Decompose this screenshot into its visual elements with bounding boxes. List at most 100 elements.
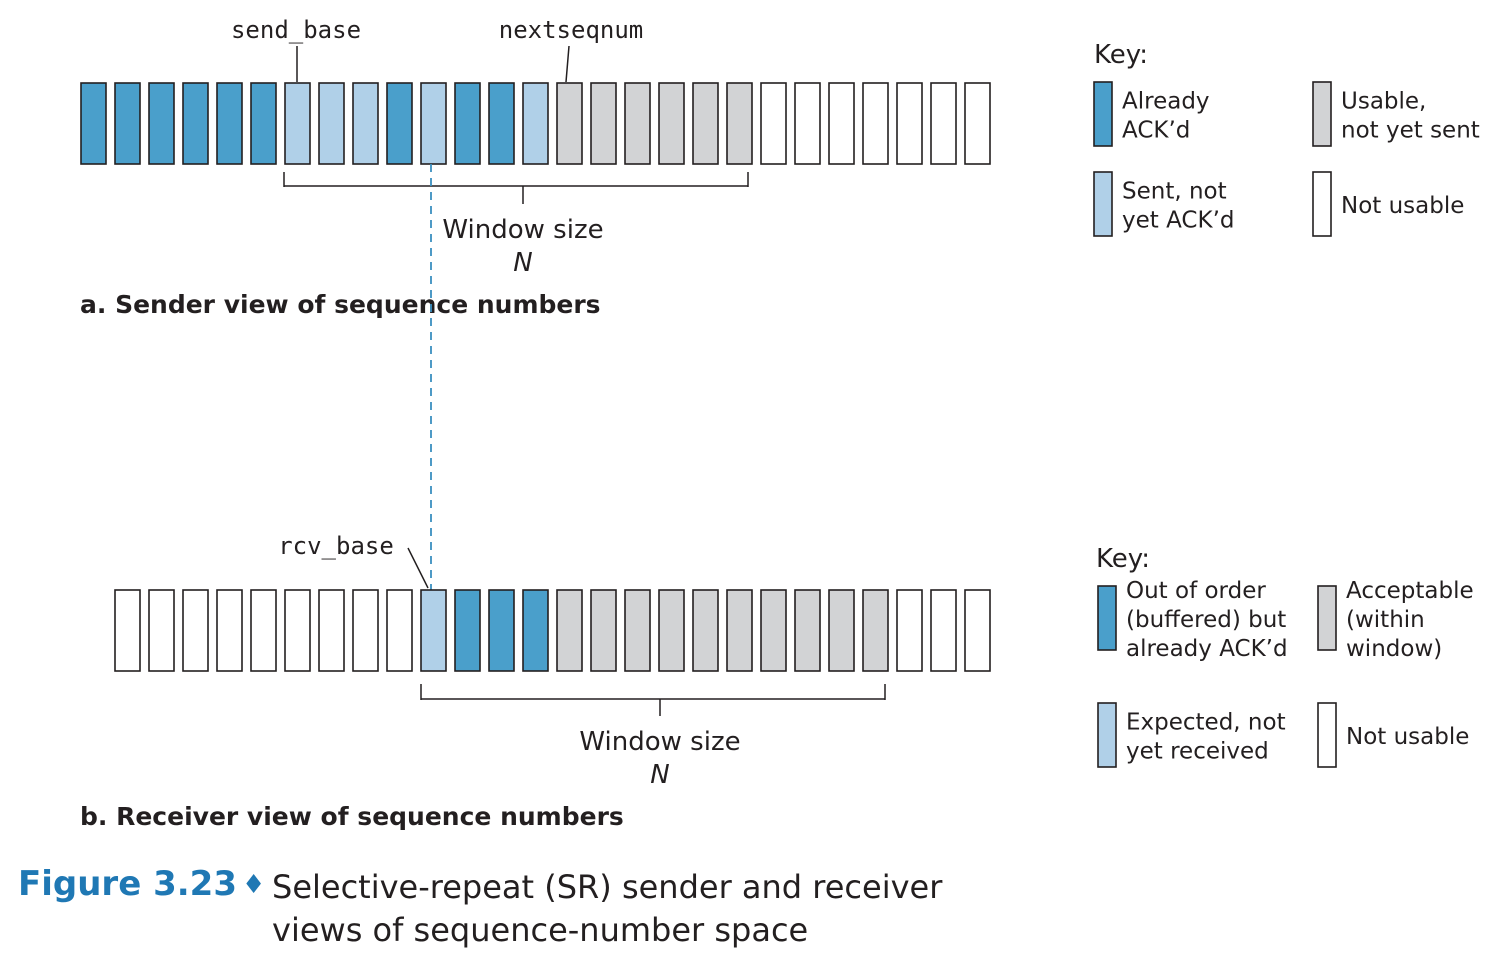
receiver-cell-empty	[930, 589, 957, 672]
receiver-key-label: Not usable	[1346, 724, 1469, 750]
receiver-cell-empty	[148, 589, 175, 672]
receiver-window-label: Window size	[579, 727, 740, 757]
sender-cell-usable	[692, 82, 719, 165]
receiver-sequence-cells	[114, 589, 991, 672]
sender-cell-acked	[386, 82, 413, 165]
sender-key-swatch-empty	[1312, 171, 1332, 237]
receiver-window-var: N	[650, 760, 669, 790]
sender-cell-acked	[488, 82, 515, 165]
sender-key-swatch-acked	[1093, 81, 1113, 147]
sender-cell-acked	[454, 82, 481, 165]
sender-key-swatch-sent	[1093, 171, 1113, 237]
nextseqnum-pointer	[565, 45, 570, 83]
sender-sequence-cells	[80, 82, 991, 165]
receiver-view: rcv_base Window size N b. Receiver view …	[80, 532, 991, 831]
receiver-cell-empty	[182, 589, 209, 672]
receiver-cell-acceptable	[726, 589, 753, 672]
sender-window-var: N	[513, 248, 532, 278]
sender-cell-usable	[624, 82, 651, 165]
receiver-cell-ooo	[454, 589, 481, 672]
receiver-cell-ooo	[488, 589, 515, 672]
sender-cell-sent	[522, 82, 549, 165]
receiver-key-swatch-ooo	[1097, 585, 1117, 651]
receiver-cell-empty	[352, 589, 379, 672]
sender-cell-sent	[284, 82, 311, 165]
figure-caption-text: Selective-repeat (SR) sender and receive…	[272, 868, 943, 949]
receiver-cell-acceptable	[692, 589, 719, 672]
sender-cell-acked	[216, 82, 243, 165]
receiver-key-label: already ACK’d	[1126, 636, 1288, 662]
sender-key: Key: Already ACK’d Usable, not yet sent Sent…	[1093, 40, 1480, 237]
sender-caption: a. Sender view of sequence numbers	[80, 290, 601, 319]
send-base-label: send_base	[231, 16, 361, 44]
receiver-cell-acceptable	[590, 589, 617, 672]
sender-key-title: Key:	[1094, 40, 1148, 70]
sender-cell-sent	[318, 82, 345, 165]
receiver-key-swatch-acceptable	[1317, 585, 1337, 651]
sender-key-items: Already ACK’d Usable, not yet sent Sent, not…	[1093, 81, 1480, 237]
sender-window-label: Window size	[442, 215, 603, 245]
sender-cell-empty	[828, 82, 855, 165]
sender-cell-sent	[352, 82, 379, 165]
sender-key-label: yet ACK’d	[1122, 208, 1234, 234]
receiver-cell-acceptable	[862, 589, 889, 672]
receiver-key-label: window)	[1346, 636, 1442, 662]
receiver-cell-empty	[964, 589, 991, 672]
sender-view: send_base nextseqnum Window size N a. Se…	[80, 16, 991, 319]
receiver-caption: b. Receiver view of sequence numbers	[80, 802, 624, 831]
sender-cell-usable	[556, 82, 583, 165]
rcv-base-label: rcv_base	[278, 532, 394, 560]
receiver-cell-empty	[896, 589, 923, 672]
receiver-cell-empty	[284, 589, 311, 672]
receiver-cell-empty	[114, 589, 141, 672]
sender-cell-usable	[658, 82, 685, 165]
nextseqnum-label: nextseqnum	[499, 16, 644, 44]
receiver-key-swatch-expected	[1097, 702, 1117, 768]
receiver-cell-empty	[250, 589, 277, 672]
sender-key-swatch-usable	[1312, 81, 1332, 147]
sender-cell-empty	[760, 82, 787, 165]
sender-cell-acked	[114, 82, 141, 165]
receiver-key-label: Acceptable	[1346, 578, 1474, 604]
receiver-cell-empty	[318, 589, 345, 672]
receiver-key-swatch-empty	[1317, 702, 1337, 768]
sender-cell-empty	[930, 82, 957, 165]
receiver-key-label: Out of order	[1126, 578, 1266, 604]
rcv-base-pointer	[407, 547, 429, 589]
sender-key-label: Not usable	[1341, 193, 1464, 219]
sender-cell-empty	[896, 82, 923, 165]
receiver-cell-empty	[386, 589, 413, 672]
sender-cell-acked	[80, 82, 107, 165]
sender-cell-usable	[590, 82, 617, 165]
receiver-key-items: Out of order (buffered) but already ACK’d A…	[1097, 578, 1474, 768]
sender-cell-empty	[862, 82, 889, 165]
sender-cell-acked	[250, 82, 277, 165]
receiver-key-label: yet received	[1126, 739, 1269, 765]
sender-cell-sent	[420, 82, 447, 165]
sender-key-label: ACK’d	[1122, 118, 1190, 144]
sender-key-label: not yet sent	[1341, 118, 1480, 144]
figure-number: Figure 3.23	[18, 864, 237, 904]
receiver-cell-expected	[420, 589, 447, 672]
receiver-cell-acceptable	[624, 589, 651, 672]
sender-key-label: Already	[1122, 89, 1210, 115]
receiver-cell-empty	[216, 589, 243, 672]
sender-key-label: Sent, not	[1122, 179, 1227, 205]
receiver-key-label: (buffered) but	[1126, 607, 1286, 633]
receiver-key-title: Key:	[1096, 544, 1150, 574]
sender-cell-empty	[794, 82, 821, 165]
receiver-key-label: Expected, not	[1126, 710, 1286, 736]
sender-cell-empty	[964, 82, 991, 165]
sender-cell-acked	[182, 82, 209, 165]
receiver-cell-acceptable	[760, 589, 787, 672]
receiver-cell-acceptable	[556, 589, 583, 672]
sender-cell-acked	[148, 82, 175, 165]
receiver-cell-acceptable	[828, 589, 855, 672]
sender-window-bracket	[283, 172, 749, 204]
receiver-cell-ooo	[522, 589, 549, 672]
receiver-key: Key: Out of order (buffered) but already A…	[1096, 544, 1474, 768]
receiver-window-bracket	[420, 684, 886, 716]
receiver-key-label: (within	[1346, 607, 1425, 633]
receiver-cell-acceptable	[658, 589, 685, 672]
